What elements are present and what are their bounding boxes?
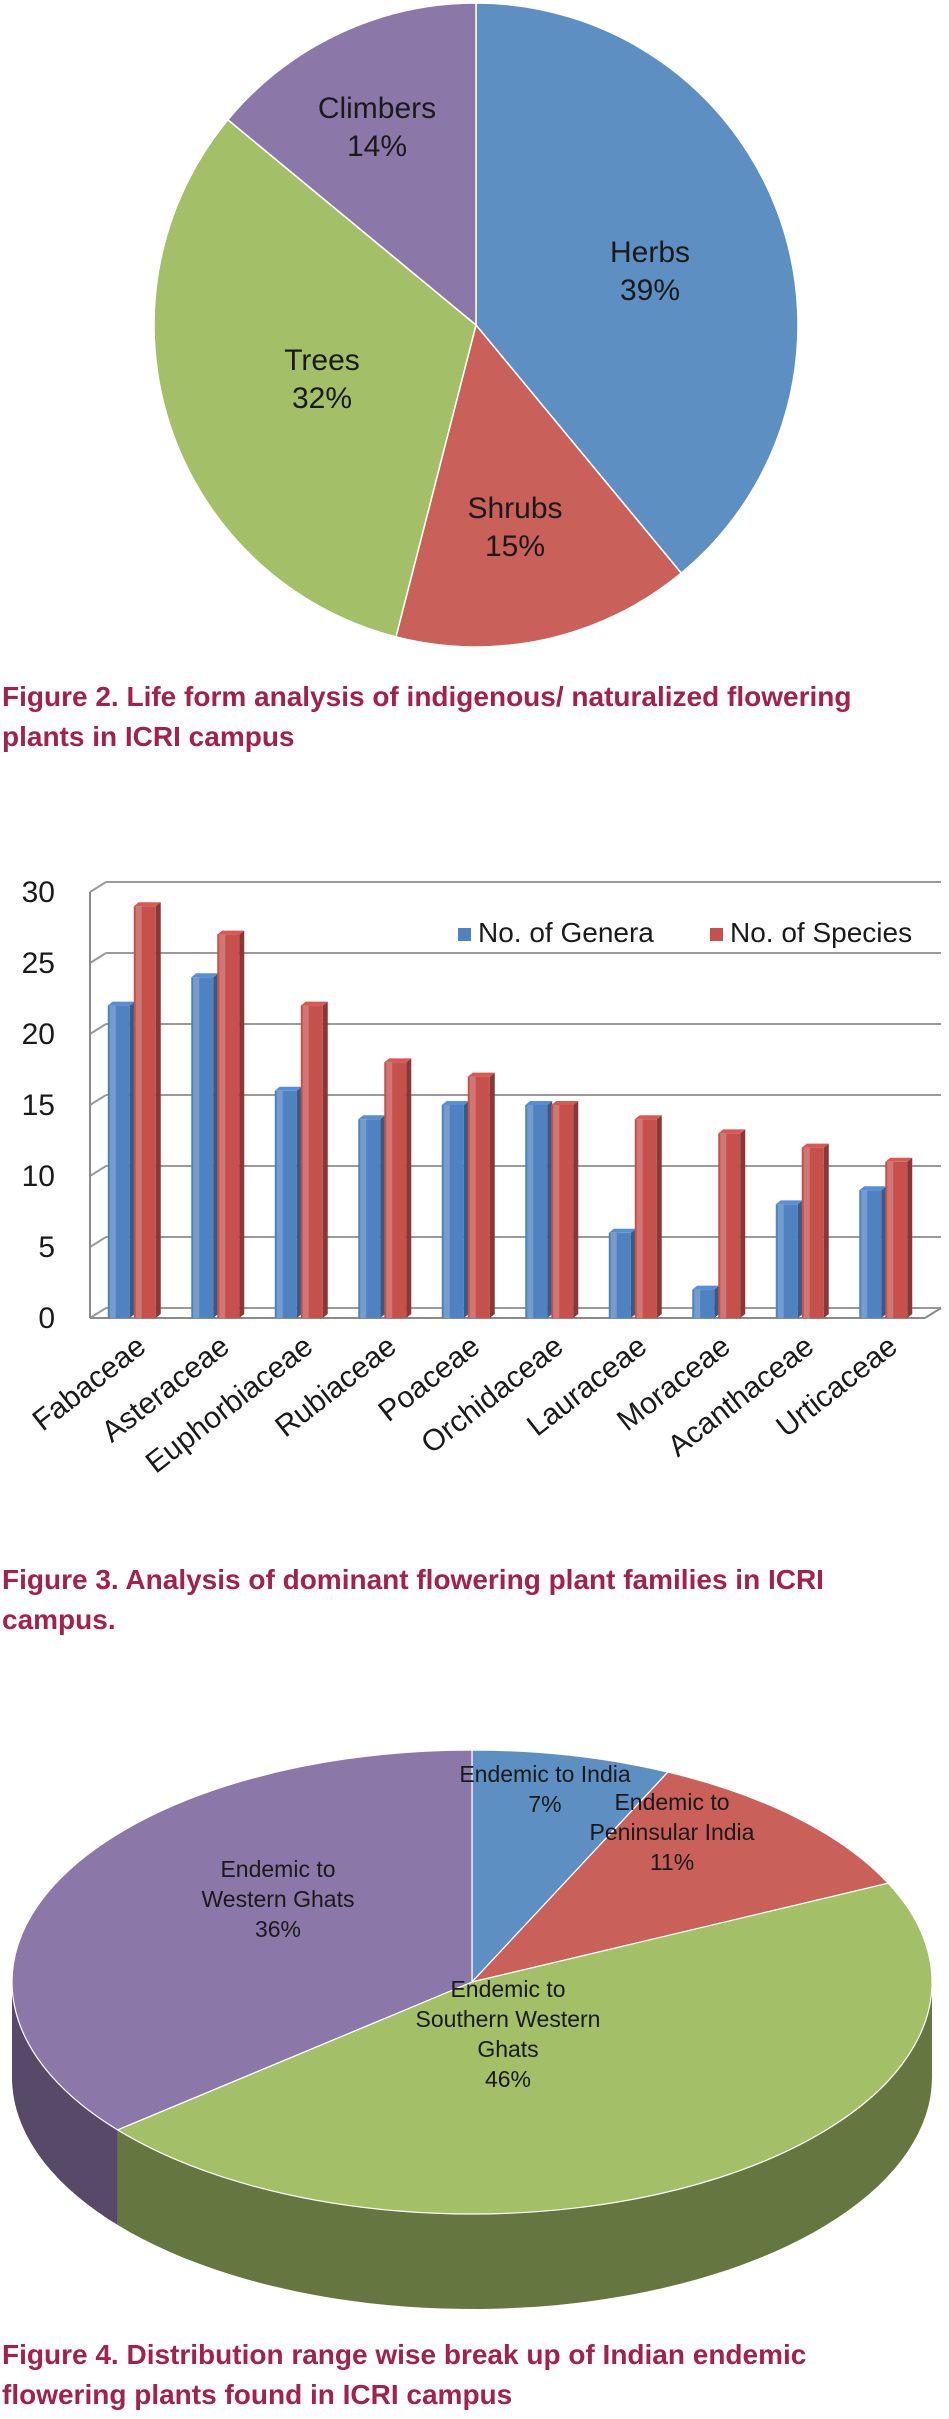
legend-label-no-of-genera: No. of Genera	[478, 917, 654, 948]
pie-label-endemic-to-western-ghats-line-3: 36%	[255, 1916, 301, 1942]
pie-label-endemic-to-southern-western-ghats-line-4: 46%	[485, 2066, 531, 2092]
bar-no-of-species-poaceae	[467, 1072, 495, 1318]
pie-label-climbers: Climbers	[318, 92, 436, 125]
pie-slice-shrubs	[395, 323, 683, 648]
figure-4-caption-line-1: Figure 4. Distribution range wise break …	[2, 2339, 807, 2370]
pie-label-endemic-to-india-line-1: Endemic to India	[459, 1761, 631, 1787]
bar-no-of-species-euphorbiaceae	[300, 1001, 328, 1318]
endemic-range-3d-pie-chart: Endemic to India 7% Endemic to Peninsular I…	[11, 1749, 933, 2309]
pie-value-trees: 32%	[292, 382, 352, 415]
gridline-side	[89, 1023, 107, 1035]
bar-no-of-species-acanthaceae	[801, 1143, 829, 1318]
pie-slice-climbers	[226, 2, 477, 327]
pie-wall-endemic-to-southern-western-ghats	[117, 1982, 933, 2309]
bar-no-of-genera-asteraceae	[191, 973, 219, 1318]
pie-label-endemic-to-southern-western-ghats-line-3: Ghats	[477, 2036, 538, 2062]
figure-3-caption-line-1: Figure 3. Analysis of dominant flowering…	[2, 1564, 824, 1595]
bar-no-of-species-lauraceae	[634, 1115, 662, 1318]
pie-slice-endemic-to-peninsular-india	[470, 1771, 890, 1984]
y-tick-label: 0	[38, 1302, 55, 1335]
pie-value-climbers: 14%	[347, 130, 407, 163]
y-tick-label: 15	[22, 1089, 55, 1122]
pie-label-endemic-to-southern-western-ghats-line-1: Endemic to	[450, 1976, 565, 2002]
life-form-pie-chart: Herbs 39% Shrubs 15% Trees 32% Climbers 14%	[153, 2, 799, 648]
pie-label-endemic-to-peninsular-india-line-3: 11%	[650, 1849, 694, 1875]
pie-wall-endemic-to-western-ghats	[12, 1982, 118, 2225]
pie-slice-trees	[153, 118, 477, 638]
bar-no-of-species-orchidaceae	[551, 1101, 579, 1318]
bar-no-of-genera-orchidaceae	[525, 1101, 553, 1318]
figure-3-caption-line-2: campus.	[2, 1604, 116, 1635]
legend-swatch-no-of-species	[710, 928, 723, 941]
bar-no-of-species-fabaceae	[133, 902, 161, 1318]
gridline-side	[89, 1094, 107, 1106]
pie-slice-endemic-to-southern-western-ghats	[116, 1882, 933, 2215]
pie-slice-endemic-to-india	[471, 1749, 670, 1984]
pie-value-herbs: 39%	[620, 274, 680, 307]
gridline-side	[89, 952, 107, 964]
plant-families-bar-chart: 051015202530FabaceaeAsteraceaeEuphorbiac…	[22, 876, 942, 1480]
pie-label-endemic-to-southern-western-ghats-line-2: Southern Western	[416, 2006, 601, 2032]
gridline-side	[89, 881, 107, 893]
pie-label-endemic-to-peninsular-india-line-1: Endemic to	[614, 1789, 729, 1815]
bar-no-of-species-rubiaceae	[384, 1058, 412, 1318]
bar-no-of-genera-euphorbiaceae	[274, 1086, 302, 1318]
bar-no-of-species-urticaceae	[885, 1157, 913, 1318]
bar-no-of-genera-acanthaceae	[775, 1200, 803, 1318]
bar-no-of-genera-poaceae	[441, 1101, 469, 1318]
pie-value-shrubs: 15%	[485, 530, 545, 563]
pie-label-trees: Trees	[284, 344, 360, 377]
bar-no-of-species-asteraceae	[217, 930, 245, 1318]
legend-swatch-no-of-genera	[458, 928, 471, 941]
pie-slice-endemic-to-western-ghats	[11, 1749, 473, 2131]
y-tick-label: 20	[22, 1018, 55, 1051]
pie-label-endemic-to-western-ghats-line-1: Endemic to	[220, 1856, 335, 1882]
pie-label-endemic-to-peninsular-india-line-2: Peninsular India	[590, 1819, 755, 1845]
y-tick-label: 10	[22, 1160, 55, 1193]
bar-no-of-genera-lauraceae	[608, 1228, 636, 1318]
gridline-side	[89, 1236, 107, 1248]
bar-no-of-genera-urticaceae	[859, 1186, 887, 1318]
figure-2-caption: Figure 2. Life form analysis of indigeno…	[2, 677, 902, 757]
x-axis-depth	[924, 1307, 942, 1319]
bar-no-of-species-moraceae	[718, 1129, 746, 1318]
gridline-side	[89, 1165, 107, 1177]
pie-label-shrubs: Shrubs	[467, 492, 562, 525]
gridline-side	[89, 1307, 107, 1319]
figure-2-caption-line-2: plants in ICRI campus	[2, 721, 295, 752]
bar-no-of-genera-rubiaceae	[358, 1115, 386, 1318]
figure-2-caption-line-1: Figure 2. Life form analysis of indigeno…	[2, 681, 852, 712]
x-tick-label-orchidaceae: Orchidaceae	[415, 1330, 569, 1461]
figure-4-caption-line-2: flowering plants found in ICRI campus	[2, 2379, 513, 2410]
pie-depth-walls	[12, 1982, 933, 2309]
pie-label-herbs: Herbs	[610, 236, 690, 269]
y-tick-label: 5	[38, 1231, 55, 1264]
legend-label-no-of-species: No. of Species	[730, 917, 912, 948]
figure-3-caption: Figure 3. Analysis of dominant flowering…	[2, 1560, 902, 1640]
y-tick-label: 25	[22, 947, 55, 980]
bar-no-of-genera-fabaceae	[107, 1001, 135, 1318]
pie-label-endemic-to-india-line-2: 7%	[528, 1791, 561, 1817]
y-tick-label: 30	[22, 876, 55, 909]
bar-no-of-genera-moraceae	[692, 1285, 720, 1318]
figure-4-caption: Figure 4. Distribution range wise break …	[2, 2335, 902, 2415]
pie-label-endemic-to-western-ghats-line-2: Western Ghats	[202, 1886, 355, 1912]
pie-slice-herbs	[475, 2, 799, 575]
